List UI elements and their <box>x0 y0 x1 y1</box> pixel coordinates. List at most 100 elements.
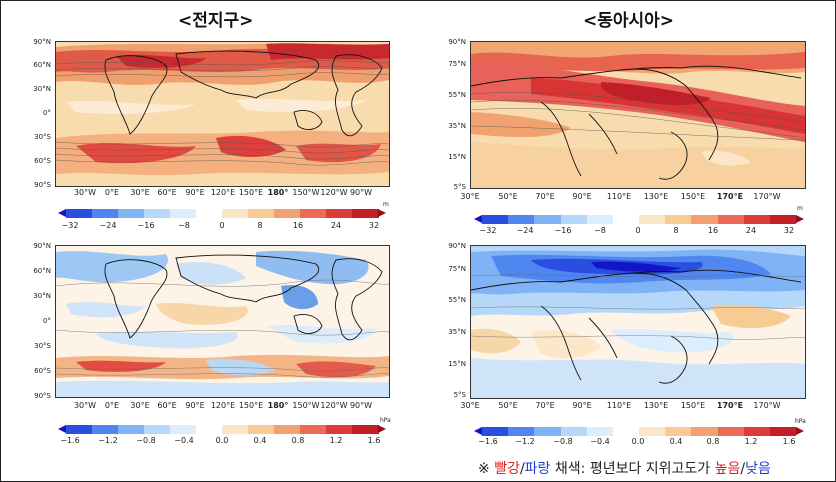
colorbar-tick: −0.4 <box>174 436 194 445</box>
lat-label: 30°S <box>34 342 51 350</box>
lon-label: 110°E <box>606 401 632 410</box>
lat-label: 0° <box>43 317 51 325</box>
lat-label: 90°N <box>33 242 51 250</box>
lon-label: 50°E <box>498 401 518 410</box>
lat-label: 90°S <box>34 181 51 189</box>
lon-label: 90°W <box>349 401 373 410</box>
lon-label: 30°E <box>130 188 150 197</box>
lon-label: 30°E <box>460 192 480 201</box>
colorbar-tick: 32 <box>368 221 380 230</box>
colorbar-tick: −8 <box>594 226 606 235</box>
lat-label: 0° <box>43 109 51 117</box>
colorbar-tick: −0.8 <box>553 437 573 446</box>
lat-label: 60°S <box>34 367 51 375</box>
lat-label: 75°N <box>448 265 466 273</box>
lon-label: 170°W <box>753 192 781 201</box>
colorbar-segment <box>691 215 718 224</box>
colorbar-left-arrow <box>58 425 66 433</box>
lon-label: 30°W <box>73 188 97 197</box>
lon-label: 150°E <box>680 401 706 410</box>
colorbar-right-arrow <box>378 425 386 433</box>
colorbar-segment <box>560 215 588 224</box>
colorbar-segment <box>92 209 119 218</box>
colorbar-segment <box>66 425 93 434</box>
colorbar-segment <box>196 425 223 434</box>
colorbar-segment <box>482 215 509 224</box>
colorbar-segment <box>769 215 797 224</box>
footnote-low-word: 낮음 <box>745 461 771 477</box>
lat-label: 90°N <box>448 38 466 46</box>
east-asia-pressure-map <box>470 245 806 399</box>
lon-label: 90°E <box>572 192 592 201</box>
colorbar-tick: −1.2 <box>98 436 118 445</box>
colorbar-segment <box>222 425 249 434</box>
lat-label: 30°S <box>34 133 51 141</box>
lon-label: 60°E <box>157 401 177 410</box>
lon-label: 120°E <box>210 188 236 197</box>
global-pressure-colorbar <box>58 425 386 434</box>
colorbar-segment <box>144 209 171 218</box>
colorbar-segment <box>118 425 145 434</box>
colorbar-segment <box>717 215 745 224</box>
lon-label: 70°E <box>535 192 555 201</box>
colorbar-tick: 0.0 <box>215 436 229 445</box>
colorbar-segment <box>769 427 797 436</box>
footnote: ※ 빨강/파랑 채색: 평년보다 지위고도가 높음/낮음 <box>478 458 771 478</box>
colorbar-segment <box>639 427 666 436</box>
lat-label: 30°N <box>33 85 51 93</box>
lat-label: 90°N <box>448 242 466 250</box>
colorbar-tick: 16 <box>292 221 304 230</box>
lon-label: 150°E <box>680 192 706 201</box>
colorbar-tick: −32 <box>479 226 497 235</box>
lon-label: 0°E <box>104 401 120 410</box>
global-height-map <box>55 41 390 187</box>
lon-label: 130°E <box>643 192 669 201</box>
lon-label: 120°W <box>320 401 348 410</box>
colorbar-tick: −1.6 <box>478 437 498 446</box>
lon-label: 150°E <box>238 401 264 410</box>
title-global: <전지구> <box>178 11 254 31</box>
colorbar-tick: 1.2 <box>329 436 343 445</box>
colorbar-segment <box>717 427 745 436</box>
colorbar-tick: 8 <box>673 226 679 235</box>
lon-label: 30°E <box>130 401 150 410</box>
lat-label: 90°S <box>34 392 51 400</box>
lon-label: 180° <box>267 188 289 197</box>
colorbar-segment <box>66 209 93 218</box>
colorbar-segment <box>274 209 301 218</box>
colorbar-tick: 0.8 <box>291 436 305 445</box>
colorbar-tick: −1.2 <box>515 437 535 446</box>
colorbar-segment <box>92 425 119 434</box>
colorbar-tick: 0.0 <box>631 437 645 446</box>
colorbar-right-arrow <box>378 209 386 217</box>
colorbar-left-arrow <box>474 427 482 435</box>
colorbar-segment <box>482 427 509 436</box>
lon-label: 150°W <box>292 188 320 197</box>
colorbar-tick: 0.4 <box>253 436 267 445</box>
lon-label: 180° <box>267 401 289 410</box>
colorbar-segment <box>612 427 640 436</box>
lon-label: 0°E <box>104 188 120 197</box>
colorbar-tick: 0 <box>635 226 641 235</box>
footnote-prefix: ※ <box>478 461 495 477</box>
colorbar-tick: 8 <box>257 221 263 230</box>
lon-label: 60°E <box>157 188 177 197</box>
colorbar-tick: −32 <box>61 221 79 230</box>
colorbar-tick: −1.6 <box>60 436 80 445</box>
colorbar-segment <box>170 209 197 218</box>
lat-label: 90°N <box>33 38 51 46</box>
colorbar-segment <box>326 425 353 434</box>
colorbar-segment <box>352 425 379 434</box>
global-height-unit: m <box>383 201 389 208</box>
colorbar-segment <box>560 427 588 436</box>
colorbar-segment <box>300 425 327 434</box>
colorbar-segment <box>665 215 692 224</box>
colorbar-segment <box>639 215 666 224</box>
lat-label: 75°N <box>448 60 466 68</box>
east-asia-height-unit: m <box>797 205 803 212</box>
colorbar-segment <box>196 209 223 218</box>
colorbar-tick: 1.2 <box>744 437 758 446</box>
colorbar-segment <box>248 425 275 434</box>
lon-label: 170°W <box>753 401 781 410</box>
footnote-slash: / <box>519 461 525 477</box>
